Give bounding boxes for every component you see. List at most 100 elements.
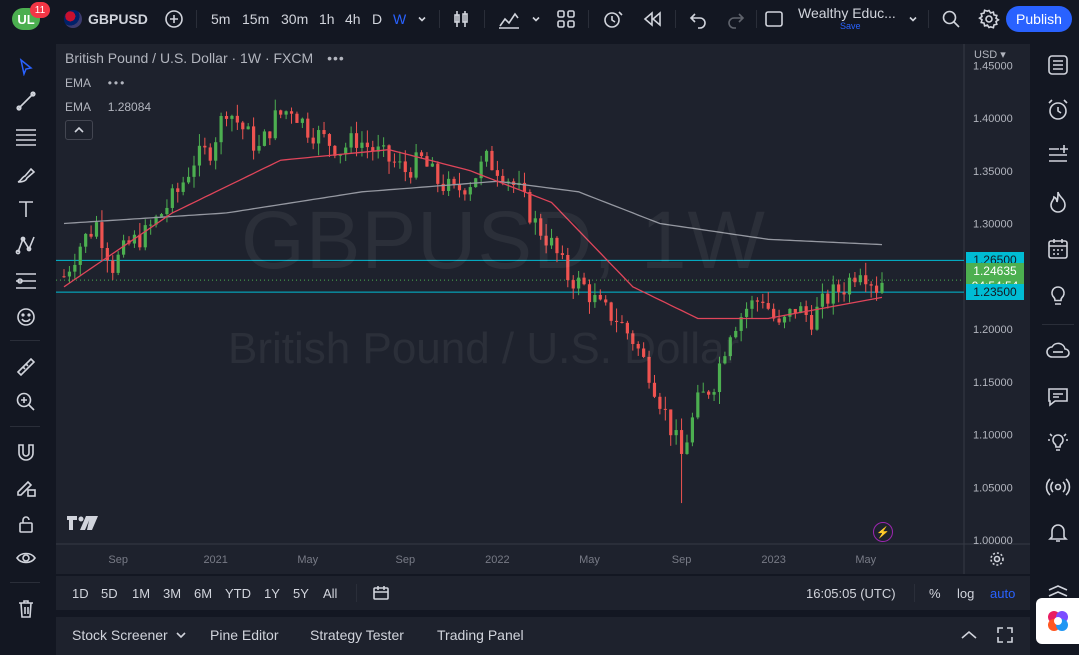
- indicators-button[interactable]: [497, 0, 521, 38]
- log-toggle[interactable]: log: [957, 585, 975, 601]
- lightning-icon[interactable]: ⚡: [873, 522, 893, 542]
- signals-button[interactable]: [1045, 474, 1071, 500]
- range-1d[interactable]: 1D: [72, 585, 89, 601]
- candle-body: [181, 182, 185, 192]
- layout-name-button[interactable]: Wealthy Educ... Save: [798, 5, 896, 31]
- trend-line-tool[interactable]: [13, 88, 39, 114]
- timeframe-15m[interactable]: 15m: [242, 11, 270, 27]
- chart-panel[interactable]: 1.45000 1.40000 1.35000 1.30000 1.20000 1.150…: [56, 44, 1030, 574]
- timeframe-1w[interactable]: W: [393, 11, 407, 27]
- range-1y[interactable]: 1Y: [264, 585, 280, 601]
- tab-pine-editor[interactable]: Pine Editor: [210, 627, 279, 643]
- timeframe-5m[interactable]: 5m: [211, 11, 231, 27]
- remove-drawings[interactable]: [13, 596, 39, 622]
- axis-settings-button[interactable]: [989, 551, 1005, 567]
- tradingview-logo[interactable]: [66, 514, 100, 538]
- ruler-icon: [16, 357, 36, 377]
- clock-timezone[interactable]: 16:05:05 (UTC): [806, 585, 896, 601]
- candle-body: [441, 183, 445, 192]
- collapse-legend-button[interactable]: [65, 120, 93, 140]
- candle-body: [273, 110, 277, 139]
- hotlists-button[interactable]: [1045, 189, 1071, 215]
- notifications-button[interactable]: [1045, 519, 1071, 545]
- currency-selector[interactable]: USD ▾: [974, 49, 1006, 61]
- cursor-tool[interactable]: [13, 54, 39, 80]
- publish-button[interactable]: Publish: [1006, 6, 1072, 32]
- symbol-search-button[interactable]: GBPUSD: [64, 0, 148, 38]
- layout-dropdown[interactable]: [907, 0, 919, 38]
- redo-button[interactable]: [726, 0, 746, 38]
- timeframe-30m[interactable]: 30m: [281, 11, 309, 27]
- settings-button[interactable]: [978, 0, 1000, 38]
- range-all[interactable]: All: [323, 585, 338, 601]
- candle-body: [192, 165, 196, 177]
- watchlist-button[interactable]: [1045, 52, 1071, 78]
- assistant-widget[interactable]: [1036, 598, 1079, 644]
- undo-button[interactable]: [688, 0, 708, 38]
- auto-toggle[interactable]: auto: [990, 585, 1016, 601]
- replay-button[interactable]: [641, 0, 663, 38]
- indicators-dropdown[interactable]: [530, 0, 542, 38]
- time-tick-label: May: [297, 554, 318, 566]
- tab-trading-panel[interactable]: Trading Panel: [437, 627, 524, 643]
- tips-button[interactable]: [1045, 429, 1071, 455]
- stay-in-drawing-mode[interactable]: [13, 474, 39, 500]
- alerts-button[interactable]: [1045, 97, 1071, 123]
- expand-panel-button[interactable]: [959, 617, 979, 653]
- series-more-icon[interactable]: •••: [327, 50, 345, 66]
- more-tools-button[interactable]: [1045, 578, 1071, 604]
- hide-drawings[interactable]: [13, 545, 39, 571]
- alert-button[interactable]: [601, 0, 625, 38]
- text-tool[interactable]: [13, 196, 39, 222]
- candle-body: [826, 293, 830, 304]
- ema-legend-1[interactable]: EMA •••: [65, 76, 126, 90]
- ema-legend-2[interactable]: EMA 1.28084: [65, 100, 151, 114]
- timeframe-dropdown[interactable]: [416, 0, 428, 38]
- chevron-down-icon: [532, 16, 540, 22]
- candle-body: [587, 284, 592, 303]
- object-tree-button[interactable]: [1045, 142, 1071, 168]
- timeframe-4h[interactable]: 4h: [345, 11, 361, 27]
- prediction-tool[interactable]: [13, 268, 39, 294]
- candle-body: [804, 306, 808, 316]
- range-6m[interactable]: 6M: [194, 585, 213, 601]
- search-button[interactable]: [941, 0, 961, 38]
- fib-tool[interactable]: [13, 124, 39, 150]
- right-sidebar: [1036, 44, 1079, 655]
- maximize-panel-button[interactable]: [996, 617, 1014, 653]
- candle-body: [322, 130, 326, 135]
- zoom-tool[interactable]: [13, 389, 39, 415]
- price-chart[interactable]: 1.45000 1.40000 1.35000 1.30000 1.20000 1.150…: [56, 44, 1030, 574]
- goto-date-button[interactable]: [372, 576, 390, 610]
- pattern-tool[interactable]: [13, 232, 39, 258]
- candle-body: [842, 292, 846, 295]
- icon-tool[interactable]: [13, 304, 39, 330]
- compare-symbol-button[interactable]: [163, 0, 185, 38]
- streams-button[interactable]: [1045, 338, 1071, 364]
- tab-stock-screener[interactable]: Stock Screener: [72, 617, 188, 653]
- range-3m[interactable]: 3M: [163, 585, 182, 601]
- series-legend[interactable]: British Pound / U.S. Dollar · 1W · FXCM …: [65, 50, 345, 66]
- chats-button[interactable]: [1045, 384, 1071, 410]
- tab-strategy-tester[interactable]: Strategy Tester: [310, 627, 404, 643]
- magnet-tool[interactable]: [13, 439, 39, 465]
- chart-type-button[interactable]: [450, 0, 472, 38]
- ideas-button[interactable]: [1045, 283, 1071, 309]
- candle-body: [560, 253, 564, 255]
- timeframe-1h[interactable]: 1h: [319, 11, 335, 27]
- brush-tool[interactable]: [13, 161, 39, 187]
- range-ytd[interactable]: YTD: [225, 585, 251, 601]
- calendar-button[interactable]: [1045, 236, 1071, 262]
- timeframe-1d[interactable]: D: [372, 11, 383, 27]
- percent-toggle[interactable]: %: [929, 585, 941, 601]
- lock-drawings[interactable]: [13, 511, 39, 537]
- fullscreen-square-button[interactable]: [764, 0, 784, 38]
- candle-body: [121, 240, 126, 255]
- templates-button[interactable]: [556, 0, 576, 38]
- range-5d[interactable]: 5D: [101, 585, 118, 601]
- range-1m[interactable]: 1M: [132, 585, 151, 601]
- trash-icon: [19, 600, 33, 618]
- measure-tool[interactable]: [13, 354, 39, 380]
- divider: [914, 584, 915, 602]
- range-5y[interactable]: 5Y: [293, 585, 309, 601]
